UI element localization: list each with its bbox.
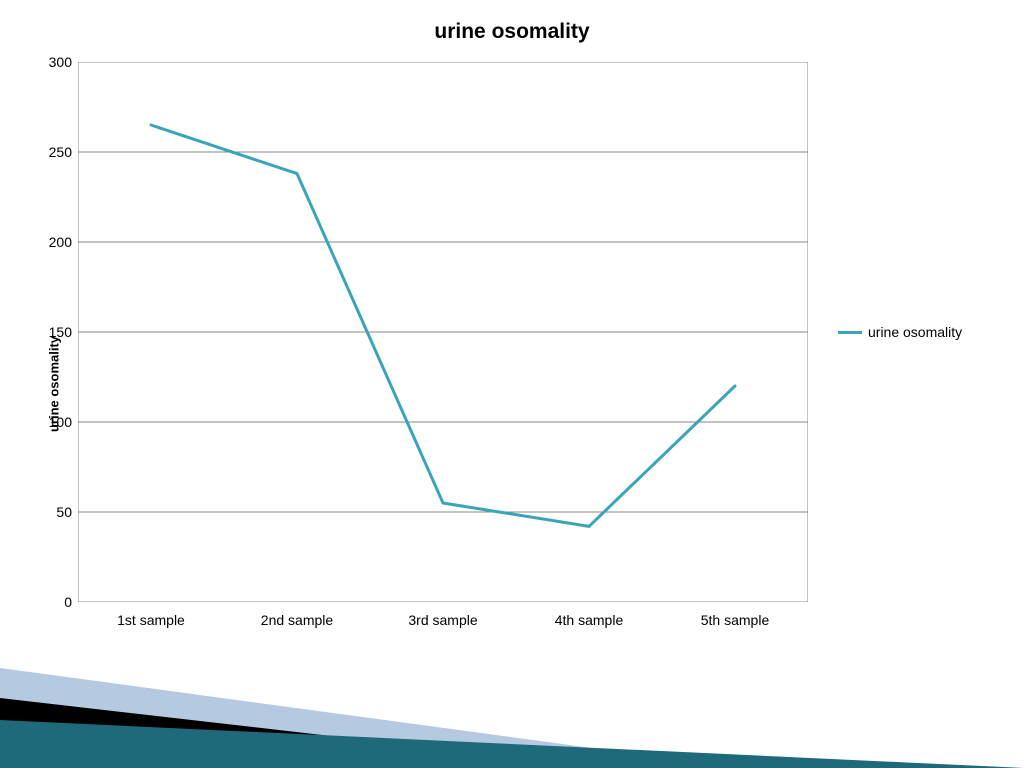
y-tick-label: 50 xyxy=(32,504,72,520)
y-tick-label: 200 xyxy=(32,234,72,250)
y-tick-label: 100 xyxy=(32,414,72,430)
chart-plot xyxy=(78,62,808,602)
y-tick-label: 0 xyxy=(32,594,72,610)
legend-label: urine osomality xyxy=(868,324,962,340)
x-tick-label: 1st sample xyxy=(117,612,185,628)
y-tick-label: 150 xyxy=(32,324,72,340)
y-tick-label: 250 xyxy=(32,144,72,160)
y-tick-label: 300 xyxy=(32,54,72,70)
x-tick-label: 3rd sample xyxy=(408,612,477,628)
x-tick-label: 2nd sample xyxy=(261,612,333,628)
legend: urine osomality xyxy=(838,324,962,340)
slide: { "chart": { "type": "line", "title": "u… xyxy=(0,0,1024,768)
x-tick-label: 4th sample xyxy=(555,612,623,628)
chart-title: urine osomality xyxy=(0,20,1024,44)
legend-swatch xyxy=(838,331,862,334)
x-tick-label: 5th sample xyxy=(701,612,769,628)
